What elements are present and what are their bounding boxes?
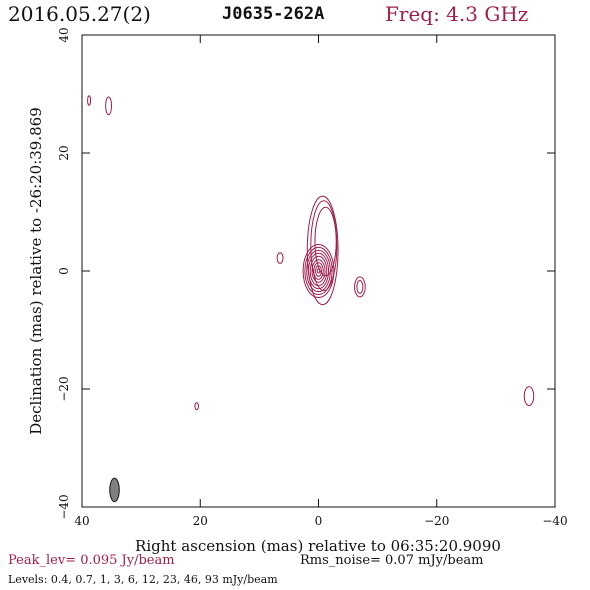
component-contour	[356, 279, 364, 294]
jet-contour	[306, 195, 339, 306]
observation-date: 2016.05.27(2)	[8, 2, 151, 26]
jet-contour	[314, 206, 337, 277]
beam-ellipse	[109, 477, 120, 503]
frequency-label: Freq: 4.3 GHz	[385, 2, 529, 26]
plot-frame	[81, 34, 556, 508]
core-contour	[311, 259, 326, 283]
x-tick-label: −20	[424, 514, 449, 528]
y-tick-label: −40	[57, 494, 71, 519]
y-axis-label: Declination (mas) relative to -26:20:39.…	[27, 107, 45, 435]
component-contour	[354, 276, 366, 298]
core-contour	[306, 249, 331, 293]
core-contour	[302, 243, 335, 299]
x-axis-label: Right ascension (mas) relative to 06:35:…	[135, 537, 501, 555]
y-tick-label: −20	[57, 376, 71, 401]
x-tick-label: 20	[193, 514, 208, 528]
core-contour	[313, 262, 324, 280]
component-contour	[194, 402, 199, 411]
y-tick-label: 0	[57, 267, 71, 275]
x-tick-label: −40	[542, 514, 567, 528]
y-tick-label: 20	[57, 145, 71, 160]
contour-levels: Levels: 0.4, 0.7, 1, 3, 6, 12, 23, 46, 9…	[8, 573, 278, 586]
component-contour	[276, 252, 284, 264]
rms-noise: Rms_noise= 0.07 mJy/beam	[300, 553, 484, 568]
peak-level: Peak_lev= 0.095 Jy/beam	[8, 553, 175, 568]
source-name: J0635-262A	[222, 4, 325, 24]
core-contour	[304, 246, 333, 296]
core-contour	[307, 252, 330, 290]
jet-contour	[310, 200, 338, 291]
core-contour	[316, 268, 321, 274]
component-contour	[523, 386, 535, 407]
y-tick-label: 40	[57, 27, 71, 42]
component-contour	[105, 96, 113, 116]
core-contour	[309, 255, 328, 287]
core-contour	[315, 265, 322, 277]
x-tick-label: 0	[315, 514, 323, 528]
x-tick-label: 40	[74, 514, 89, 528]
component-contour	[87, 95, 92, 106]
